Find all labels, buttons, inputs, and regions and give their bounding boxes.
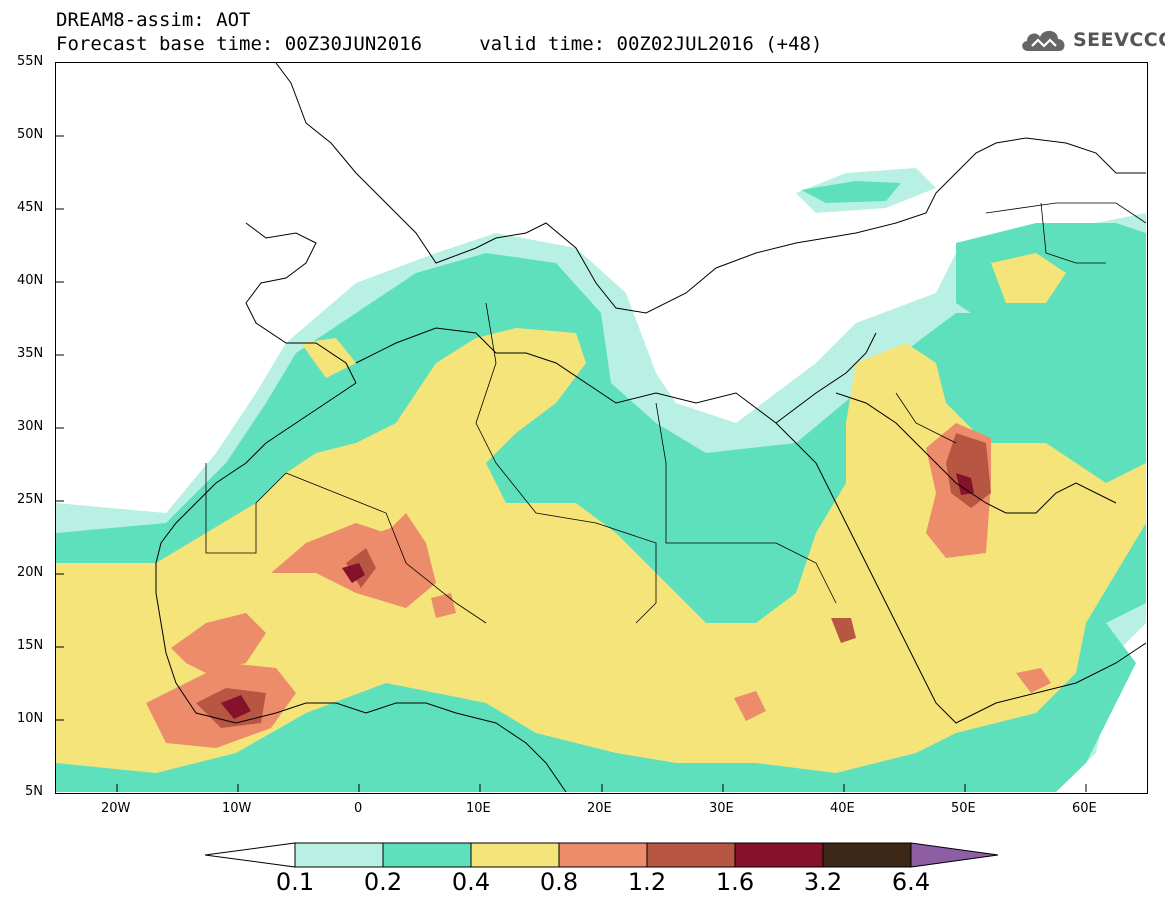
colorbar-label: 1.2 (627, 868, 667, 896)
lat-label-45n: 45N (17, 200, 44, 215)
map-canvas (56, 63, 1146, 792)
cloud-icon (1022, 30, 1065, 51)
lon-label-40e: 40E (830, 801, 855, 816)
lat-label-20n: 20N (17, 565, 44, 580)
logo-text: SEEVCCC (1073, 29, 1165, 51)
lat-label-5n: 5N (25, 784, 43, 799)
lon-label-0: 0 (354, 801, 363, 816)
colorbar-label: 0.4 (451, 868, 491, 896)
aot-map (55, 62, 1148, 794)
colorbar-bin-3-2 (822, 842, 912, 868)
colorbar-label: 3.2 (803, 868, 843, 896)
lat-label-35n: 35N (17, 346, 44, 361)
lon-label-20e: 20E (587, 801, 612, 816)
lon-label-30e: 30E (709, 801, 734, 816)
aot-field-0-4 (56, 253, 1146, 773)
lat-label-40n: 40N (17, 273, 44, 288)
colorbar-bin-1-6 (734, 842, 824, 868)
colorbar-bin-1-2 (646, 842, 736, 868)
country-borders (205, 202, 1146, 624)
colorbar-label: 0.2 (363, 868, 403, 896)
colorbar-label: 6.4 (891, 868, 931, 896)
lat-label-15n: 15N (17, 638, 44, 653)
lon-label-10e: 10E (466, 801, 491, 816)
lon-label-50e: 50E (951, 801, 976, 816)
lon-label-10w: 10W (222, 801, 252, 816)
colorbar-high-arrow (910, 842, 999, 868)
colorbar-bin-0-1 (294, 842, 384, 868)
colorbar-label: 1.6 (715, 868, 755, 896)
lon-label-20w: 20W (101, 801, 131, 816)
forecast-times: Forecast base time: 00Z30JUN2016 valid t… (56, 33, 823, 55)
lat-label-30n: 30N (17, 419, 44, 434)
map-title: DREAM8-assim: AOT (56, 9, 251, 31)
lon-label-60e: 60E (1072, 801, 1097, 816)
lat-label-55n: 55N (17, 54, 44, 69)
seevccc-logo: SEEVCCC (1018, 25, 1165, 55)
colorbar-bin-0-4 (470, 842, 560, 868)
colorbar-label: 0.8 (539, 868, 579, 896)
lat-label-25n: 25N (17, 492, 44, 507)
aot-field-1-6 (221, 473, 974, 719)
colorbar (205, 842, 999, 868)
coastlines (155, 63, 1146, 792)
lat-label-50n: 50N (17, 127, 44, 142)
colorbar-low-arrow (205, 842, 296, 868)
colorbar-bin-0-2 (382, 842, 472, 868)
axis-ticks (56, 135, 1087, 792)
colorbar-bin-0-8 (558, 842, 648, 868)
lat-label-10n: 10N (17, 711, 44, 726)
colorbar-label: 0.1 (275, 868, 315, 896)
